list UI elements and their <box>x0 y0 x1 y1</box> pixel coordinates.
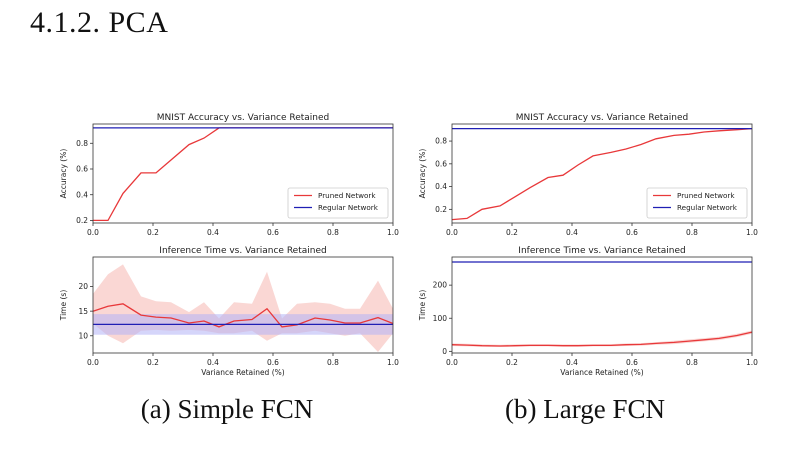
confidence-band-0 <box>452 330 752 347</box>
y-tick-label: 0 <box>442 347 447 356</box>
plot-frame <box>451 123 753 224</box>
x-tick-label: 0.2 <box>506 358 518 367</box>
y-tick-label: 0.8 <box>435 137 447 146</box>
caption-simple-fcn: (a) Simple FCN <box>140 394 314 424</box>
x-tick-label: 0.2 <box>147 358 159 367</box>
legend-label: Pruned Network <box>318 191 376 200</box>
chart-title: Inference Time vs. Variance Retained <box>159 246 326 256</box>
x-tick-label: 0.6 <box>626 228 638 237</box>
chart-a-time: 0.0 0.2 0.4 0.6 0.8 1.0 10 15 20 Inference Time v… <box>59 246 399 377</box>
series-line-0 <box>451 331 753 347</box>
y-axis-label: Accuracy (%) <box>59 149 68 199</box>
x-tick-label: 1.0 <box>387 358 399 367</box>
series-line-0 <box>92 303 394 328</box>
y-axis-label: Time (s) <box>59 290 68 322</box>
y-tick-label: 10 <box>78 331 88 340</box>
chart-title: MNIST Accuracy vs. Variance Retained <box>516 113 689 123</box>
x-tick-label: 1.0 <box>746 358 758 367</box>
plot-frame <box>92 123 394 224</box>
y-axis-label: Accuracy (%) <box>418 149 427 199</box>
x-tick-label: 0.4 <box>207 228 219 237</box>
y-tick-label: 0.4 <box>76 190 88 199</box>
y-tick-label: 20 <box>78 282 88 291</box>
plot-frame <box>92 256 394 354</box>
x-tick-label: 0.4 <box>207 358 219 367</box>
y-tick-label: 200 <box>433 281 448 290</box>
y-tick-label: 0.8 <box>76 139 88 148</box>
x-tick-label: 1.0 <box>387 228 399 237</box>
y-tick-label: 0.4 <box>435 182 447 191</box>
y-tick-label: 0.2 <box>435 205 447 214</box>
x-tick-label: 1.0 <box>746 228 758 237</box>
section-heading: 4.1.2. PCA <box>30 6 169 39</box>
x-tick-label: 0.4 <box>566 228 578 237</box>
series-line-0 <box>451 127 753 221</box>
x-tick-label: 0.6 <box>267 228 279 237</box>
y-tick-label: 0.6 <box>76 165 88 174</box>
confidence-band-0 <box>93 264 393 352</box>
plot-frame <box>451 256 753 354</box>
caption-large-fcn: (b) Large FCN <box>505 394 665 424</box>
x-tick-label: 0.0 <box>87 228 99 237</box>
y-tick-label: 100 <box>433 314 448 323</box>
x-tick-label: 0.0 <box>446 358 458 367</box>
chart-a-accuracy: 0.0 0.2 0.4 0.6 0.8 1.0 0.2 0.4 0.6 0.8 MNIST Accu… <box>59 113 399 237</box>
y-tick-label: 0.2 <box>76 216 88 225</box>
x-tick-label: 0.6 <box>267 358 279 367</box>
legend-label: Pruned Network <box>677 191 735 200</box>
chart-b-time: 0.0 0.2 0.4 0.6 0.8 1.0 0 100 200 Inference Time … <box>418 246 758 377</box>
y-tick-label: 15 <box>78 307 88 316</box>
legend-label: Regular Network <box>318 203 379 212</box>
x-tick-label: 0.2 <box>506 228 518 237</box>
chart-title: MNIST Accuracy vs. Variance Retained <box>157 113 330 123</box>
chart-title: Inference Time vs. Variance Retained <box>518 246 685 256</box>
x-tick-label: 0.4 <box>566 358 578 367</box>
x-axis-label: Variance Retained (%) <box>201 368 284 377</box>
chart-b-accuracy: 0.0 0.2 0.4 0.6 0.8 1.0 0.2 0.4 0.6 0.8 MNIST Accu… <box>418 113 758 237</box>
y-axis-label: Time (s) <box>418 290 427 322</box>
y-tick-label: 0.6 <box>435 159 447 168</box>
x-tick-label: 0.0 <box>87 358 99 367</box>
x-tick-label: 0.8 <box>686 358 698 367</box>
legend-box <box>646 187 748 219</box>
x-tick-label: 0.0 <box>446 228 458 237</box>
x-tick-label: 0.8 <box>327 358 339 367</box>
x-tick-label: 0.6 <box>626 358 638 367</box>
legend-box <box>287 187 389 219</box>
x-tick-label: 0.8 <box>686 228 698 237</box>
legend-label: Regular Network <box>677 203 738 212</box>
x-tick-label: 0.2 <box>147 228 159 237</box>
x-axis-label: Variance Retained (%) <box>560 368 643 377</box>
x-tick-label: 0.8 <box>327 228 339 237</box>
